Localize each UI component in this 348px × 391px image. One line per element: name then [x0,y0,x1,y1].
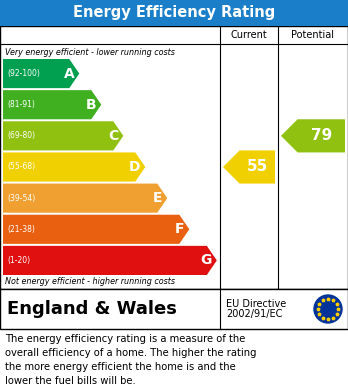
Text: the more energy efficient the home is and the: the more energy efficient the home is an… [5,362,236,372]
Text: E: E [153,191,162,205]
Text: B: B [86,98,96,112]
Polygon shape [3,59,79,88]
Text: (55-68): (55-68) [7,163,35,172]
Text: Energy Efficiency Rating: Energy Efficiency Rating [73,5,275,20]
Polygon shape [3,152,145,181]
Text: Very energy efficient - lower running costs: Very energy efficient - lower running co… [5,48,175,57]
Polygon shape [3,215,189,244]
Text: lower the fuel bills will be.: lower the fuel bills will be. [5,376,136,386]
Polygon shape [3,90,101,119]
Text: (81-91): (81-91) [7,100,35,109]
Bar [0,0,348,26]
Text: G: G [200,253,212,267]
Text: Not energy efficient - higher running costs: Not energy efficient - higher running co… [5,277,175,286]
Text: Current: Current [231,30,267,40]
Polygon shape [223,151,275,183]
Text: England & Wales: England & Wales [7,300,177,318]
Text: (1-20): (1-20) [7,256,30,265]
Text: Potential: Potential [292,30,334,40]
Text: (39-54): (39-54) [7,194,35,203]
Text: EU Directive: EU Directive [226,299,286,309]
Bar [0,289,348,329]
Bar [0,26,348,289]
Text: (69-80): (69-80) [7,131,35,140]
Text: overall efficiency of a home. The higher the rating: overall efficiency of a home. The higher… [5,348,256,358]
Text: A: A [64,66,74,81]
Text: 55: 55 [247,160,268,174]
Text: 2002/91/EC: 2002/91/EC [226,309,282,319]
Polygon shape [281,119,345,152]
Text: 79: 79 [311,128,332,143]
Polygon shape [3,183,167,213]
Circle shape [314,295,342,323]
Polygon shape [3,121,123,151]
Text: D: D [129,160,140,174]
Polygon shape [3,246,217,275]
Text: F: F [175,222,184,236]
Text: (92-100): (92-100) [7,69,40,78]
Text: C: C [108,129,118,143]
Text: The energy efficiency rating is a measure of the: The energy efficiency rating is a measur… [5,334,245,344]
Text: (21-38): (21-38) [7,225,35,234]
